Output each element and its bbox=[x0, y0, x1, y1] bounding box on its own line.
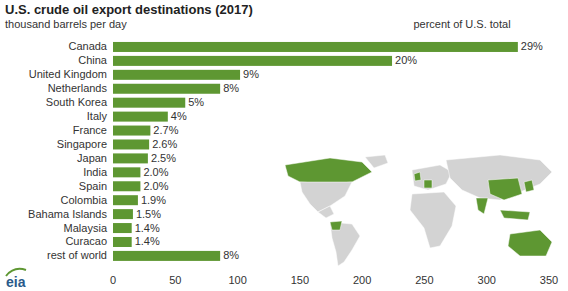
tick-label: 0 bbox=[110, 274, 116, 286]
category-label: Spain bbox=[79, 180, 107, 192]
bar bbox=[113, 195, 138, 205]
category-label: Netherlands bbox=[48, 82, 108, 94]
percent-label: 5% bbox=[188, 96, 204, 108]
bar bbox=[113, 112, 168, 122]
tick-label: 250 bbox=[415, 274, 433, 286]
map-region bbox=[508, 230, 552, 256]
category-label: South Korea bbox=[46, 96, 108, 108]
map-region bbox=[330, 222, 360, 266]
bars bbox=[113, 42, 518, 261]
map-region bbox=[412, 165, 452, 190]
map-region bbox=[424, 180, 432, 188]
bar bbox=[113, 56, 392, 66]
tick-label: 350 bbox=[540, 274, 558, 286]
map-region bbox=[414, 172, 421, 181]
tick-mark bbox=[237, 265, 238, 267]
logo: eia bbox=[6, 269, 26, 290]
annotation: percent of U.S. total bbox=[413, 18, 510, 30]
category-label: Italy bbox=[87, 110, 108, 122]
bar bbox=[113, 181, 140, 191]
category-label: rest of world bbox=[47, 249, 107, 261]
tick-label: 150 bbox=[291, 274, 309, 286]
percent-label: 1.5% bbox=[136, 208, 161, 220]
map-region bbox=[524, 180, 534, 192]
category-label: Curacao bbox=[65, 235, 107, 247]
tick-mark bbox=[362, 265, 363, 267]
category-label: Malaysia bbox=[64, 222, 108, 234]
bar bbox=[113, 223, 132, 233]
bar bbox=[113, 167, 140, 177]
bar bbox=[113, 139, 149, 149]
map-region bbox=[500, 210, 530, 220]
tick-mark bbox=[113, 265, 114, 267]
category-label: China bbox=[78, 54, 108, 66]
category-label: Singapore bbox=[57, 138, 107, 150]
tick-mark bbox=[486, 265, 487, 267]
percent-label: 20% bbox=[395, 54, 417, 66]
tick-label: 200 bbox=[353, 274, 371, 286]
bar bbox=[113, 209, 133, 219]
percent-label: 4% bbox=[171, 110, 187, 122]
category-label: France bbox=[73, 124, 107, 136]
category-label: India bbox=[83, 166, 108, 178]
percent-label: 2.5% bbox=[151, 152, 176, 164]
percent-label: 29% bbox=[521, 40, 543, 52]
percent-label: 2.7% bbox=[153, 124, 178, 136]
percent-label: 2.0% bbox=[143, 180, 168, 192]
map-region bbox=[365, 155, 388, 168]
tick-label: 300 bbox=[478, 274, 496, 286]
map-region bbox=[488, 178, 522, 200]
labels: Canada 29% China 20% United Kingdom 9% Netherl… bbox=[28, 40, 543, 261]
x-axis: 0 50 100 150 200 250 300 350 bbox=[110, 265, 558, 286]
percent-label: 2.0% bbox=[143, 166, 168, 178]
bar bbox=[113, 251, 220, 261]
bar bbox=[113, 98, 185, 108]
map-region bbox=[446, 155, 552, 200]
category-label: Bahama Islands bbox=[28, 208, 107, 220]
bar bbox=[113, 70, 240, 80]
tick-mark bbox=[299, 265, 300, 267]
chart: U.S. crude oil export destinations (2017… bbox=[0, 0, 568, 291]
category-label: United Kingdom bbox=[29, 68, 107, 80]
map-region bbox=[410, 192, 456, 248]
percent-label: 8% bbox=[223, 249, 239, 261]
map-region bbox=[300, 182, 352, 212]
map-region bbox=[318, 206, 334, 218]
percent-label: 1.9% bbox=[141, 194, 166, 206]
world-map bbox=[285, 155, 552, 266]
tick-label: 50 bbox=[169, 274, 181, 286]
tick-mark bbox=[424, 265, 425, 267]
map-region bbox=[476, 198, 488, 214]
bar bbox=[113, 237, 132, 247]
subtitle: thousand barrels per day bbox=[5, 18, 127, 30]
percent-label: 9% bbox=[243, 68, 259, 80]
map-region bbox=[285, 158, 372, 184]
tick-label: 100 bbox=[228, 274, 246, 286]
bar bbox=[113, 84, 220, 94]
map-region bbox=[330, 221, 342, 230]
title: U.S. crude oil export destinations (2017… bbox=[5, 2, 253, 17]
bar bbox=[113, 153, 148, 163]
percent-label: 2.6% bbox=[152, 138, 177, 150]
category-label: Canada bbox=[68, 40, 107, 52]
category-label: Japan bbox=[77, 152, 107, 164]
bar bbox=[113, 42, 518, 52]
tick-mark bbox=[549, 265, 550, 267]
logo-text: eia bbox=[6, 274, 26, 290]
tick-mark bbox=[175, 265, 176, 267]
percent-label: 1.4% bbox=[135, 222, 160, 234]
bar bbox=[113, 126, 150, 136]
percent-label: 8% bbox=[223, 82, 239, 94]
category-label: Colombia bbox=[61, 194, 108, 206]
percent-label: 1.4% bbox=[135, 235, 160, 247]
